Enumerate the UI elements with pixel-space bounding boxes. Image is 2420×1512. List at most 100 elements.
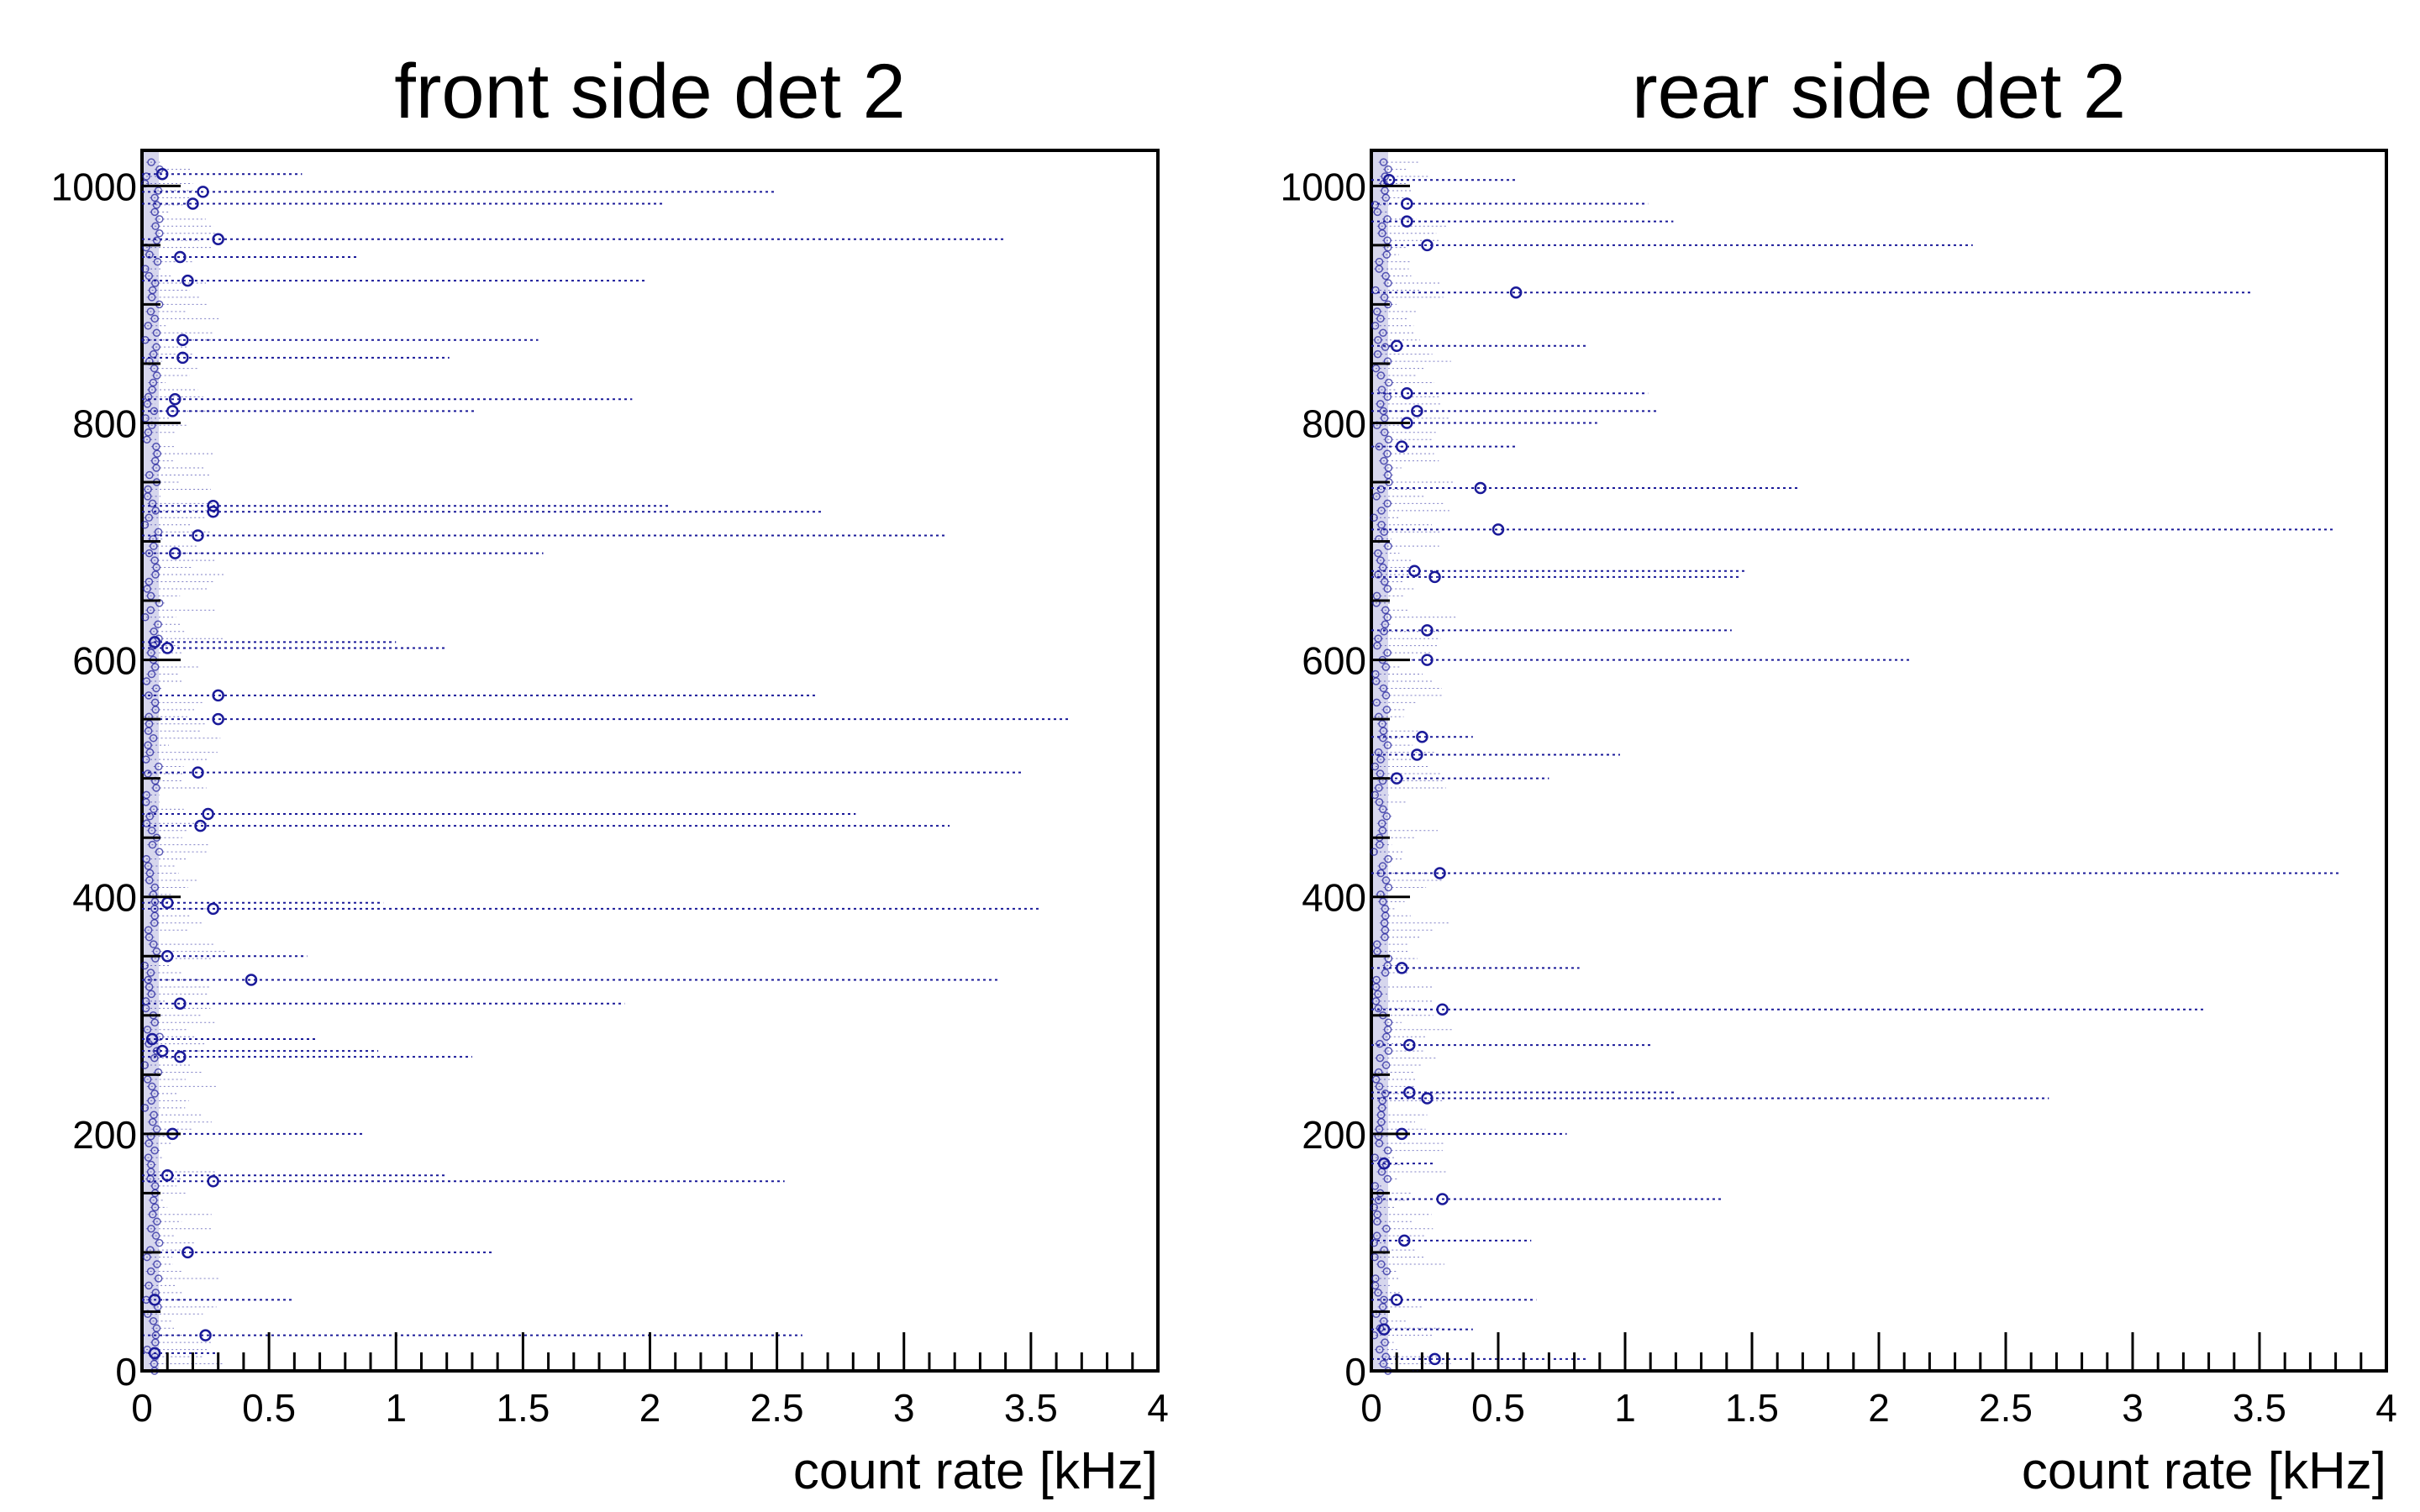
noise-point xyxy=(1374,1196,1383,1205)
noise-point xyxy=(1378,1096,1386,1105)
noise-point xyxy=(1370,1182,1380,1190)
noise-point xyxy=(1374,990,1382,999)
noise-point xyxy=(147,648,155,657)
noise-point xyxy=(152,343,160,351)
x-tick-label: 4 xyxy=(1147,1386,1169,1430)
x-tick-label: 3.5 xyxy=(2233,1386,2286,1430)
noise-point xyxy=(152,371,161,380)
noise-point xyxy=(154,186,163,195)
noise-point xyxy=(152,328,161,337)
noise-point xyxy=(1370,1203,1379,1212)
noise-point xyxy=(147,158,155,166)
data-point xyxy=(1434,867,1446,879)
noise-point xyxy=(1380,293,1389,302)
noise-point xyxy=(1375,784,1383,792)
noise-point xyxy=(144,769,152,778)
noise-point xyxy=(1381,905,1390,913)
x-axis-label: count rate [kHz] xyxy=(2022,1442,2386,1500)
data-point xyxy=(1436,1193,1449,1205)
data-point xyxy=(1401,197,1413,210)
noise-point xyxy=(144,741,152,749)
data-point xyxy=(202,807,214,821)
noise-point xyxy=(150,940,158,948)
noise-point xyxy=(150,627,158,636)
data-point xyxy=(145,1032,159,1046)
data-point xyxy=(1377,1323,1391,1336)
y-tick-label: 800 xyxy=(1302,402,1366,445)
noise-point xyxy=(144,975,153,984)
noise-point xyxy=(144,862,153,870)
data-point xyxy=(1390,1294,1403,1306)
data-point xyxy=(176,351,189,365)
noise-point xyxy=(1381,1089,1390,1098)
noise-point xyxy=(1381,428,1389,437)
noise-point xyxy=(150,207,159,217)
noise-point xyxy=(1381,1061,1391,1069)
noise-point xyxy=(148,286,157,295)
noise-point xyxy=(150,1110,158,1120)
noise-point xyxy=(153,1260,161,1268)
noise-point xyxy=(1376,1345,1384,1354)
noise-point xyxy=(143,585,151,593)
x-tick-label: 3 xyxy=(2122,1386,2144,1430)
noise-point xyxy=(150,279,160,287)
noise-point xyxy=(1375,1125,1384,1133)
data-point xyxy=(155,1044,169,1058)
noise-point xyxy=(1376,371,1386,380)
data-point xyxy=(1401,386,1413,400)
data-point xyxy=(1421,239,1434,252)
noise-point xyxy=(1383,236,1392,244)
data-point xyxy=(169,392,182,406)
data-point xyxy=(212,712,224,726)
noise-point xyxy=(152,947,161,956)
noise-point xyxy=(140,1104,150,1112)
noise-point xyxy=(151,222,160,231)
noise-point xyxy=(148,840,157,849)
noise-point xyxy=(1383,449,1392,458)
noise-point xyxy=(150,1146,159,1155)
data-point xyxy=(1403,1038,1416,1052)
data-point xyxy=(1428,1352,1441,1366)
data-point xyxy=(245,974,258,986)
noise-point xyxy=(1378,720,1386,728)
noise-point xyxy=(1383,585,1392,593)
noise-point xyxy=(145,812,155,821)
y-tick-label: 0 xyxy=(115,1350,137,1394)
noise-point xyxy=(147,669,156,679)
noise-point xyxy=(1374,1289,1382,1297)
noise-point xyxy=(1381,620,1390,629)
data-point xyxy=(207,1175,219,1188)
noise-point xyxy=(154,1274,163,1283)
noise-point xyxy=(150,556,159,564)
data-point xyxy=(148,1294,161,1306)
noise-point xyxy=(149,733,158,743)
noise-point xyxy=(1379,158,1388,166)
x-axis: 0 0.5 1 1.5 2 2.5 3 3.5 4 count rate [kHz] xyxy=(131,1332,1169,1500)
noise-point xyxy=(153,1217,161,1226)
noise-point xyxy=(1372,492,1381,501)
data-point xyxy=(207,506,219,518)
noise-point xyxy=(1382,706,1392,714)
noise-point xyxy=(143,1025,152,1034)
noise-point xyxy=(1373,940,1381,948)
noise-point xyxy=(1383,499,1392,508)
noise-point xyxy=(155,1238,164,1247)
noise-point xyxy=(155,215,164,223)
noise-point xyxy=(1381,343,1390,351)
noise-point xyxy=(141,613,150,622)
data-point xyxy=(1390,339,1403,353)
data-point xyxy=(1421,654,1434,666)
noise-point xyxy=(145,470,154,480)
noise-point xyxy=(1377,819,1386,828)
noise-point xyxy=(150,805,158,814)
noise-point xyxy=(1376,755,1385,764)
data-point xyxy=(1408,564,1421,578)
data-point xyxy=(176,333,189,346)
noise-point xyxy=(1370,513,1378,522)
noise-point xyxy=(142,755,150,764)
noise-point xyxy=(152,1324,161,1332)
noise-point xyxy=(1380,456,1388,465)
noise-point xyxy=(145,748,155,757)
y-tick-label: 600 xyxy=(1302,639,1366,683)
noise-point xyxy=(146,591,155,601)
